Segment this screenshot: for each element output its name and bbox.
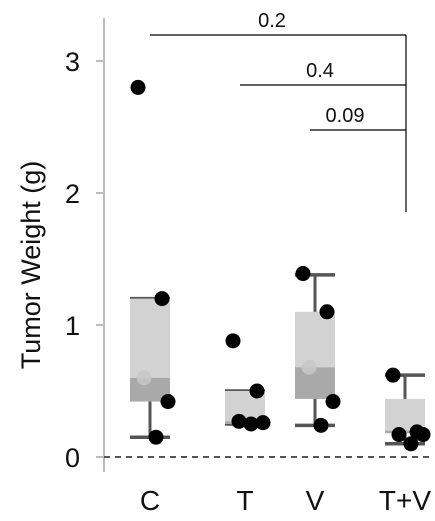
x-tick-label-tplusv: T+V (379, 485, 431, 516)
p-value-label-0: 0.2 (258, 10, 286, 32)
y-tick-label: 0 (65, 443, 80, 473)
y-tick-label: 1 (65, 311, 80, 341)
box-upper-c (130, 298, 170, 378)
data-point-c (154, 291, 170, 307)
comparison-brackets: 0.2 0.4 0.09 (150, 10, 407, 212)
data-point-v (295, 266, 311, 282)
x-tick-label-c: C (140, 485, 160, 516)
data-point-v (313, 417, 329, 433)
data-point-tplusv (391, 427, 407, 443)
data-points (130, 79, 431, 452)
data-point-c (160, 394, 176, 410)
boxes (130, 273, 425, 446)
data-point-c (136, 370, 152, 386)
axes: 0 1 2 3 C T V T+V (65, 18, 433, 516)
data-point-t (225, 333, 241, 349)
y-tick-label: 3 (65, 47, 80, 77)
data-point-t (249, 383, 265, 399)
data-point-t (243, 416, 259, 432)
data-point-tplusv (415, 427, 431, 443)
data-point-v (325, 394, 341, 410)
y-axis-label: Tumor Weight (g) (16, 161, 46, 370)
data-point-tplusv (403, 436, 419, 452)
p-value-label-1: 0.4 (306, 60, 334, 82)
data-point-tplusv (385, 367, 401, 383)
box-upper-v (295, 311, 335, 368)
box-lower-v (295, 367, 335, 399)
data-point-c (148, 429, 164, 445)
data-point-v (319, 304, 335, 320)
p-value-label-2: 0.09 (326, 105, 365, 127)
data-point-t (255, 415, 271, 431)
data-point-t (231, 413, 247, 429)
x-tick-label-v: V (306, 485, 325, 516)
y-tick-label: 2 (65, 179, 80, 209)
data-point-v (301, 359, 317, 375)
x-tick-label-t: T (236, 485, 253, 516)
data-point-c (130, 79, 146, 95)
